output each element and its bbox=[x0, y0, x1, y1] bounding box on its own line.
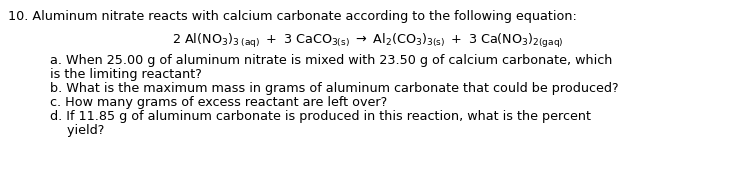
Text: 10. Aluminum nitrate reacts with calcium carbonate according to the following eq: 10. Aluminum nitrate reacts with calcium… bbox=[8, 10, 577, 23]
Text: yield?: yield? bbox=[55, 124, 105, 137]
Text: b. What is the maximum mass in grams of aluminum carbonate that could be produce: b. What is the maximum mass in grams of … bbox=[50, 82, 619, 95]
Text: is the limiting reactant?: is the limiting reactant? bbox=[50, 68, 202, 81]
Text: d. If 11.85 g of aluminum carbonate is produced in this reaction, what is the pe: d. If 11.85 g of aluminum carbonate is p… bbox=[50, 110, 591, 123]
Text: c. How many grams of excess reactant are left over?: c. How many grams of excess reactant are… bbox=[50, 96, 387, 109]
Text: a. When 25.00 g of aluminum nitrate is mixed with 23.50 g of calcium carbonate, : a. When 25.00 g of aluminum nitrate is m… bbox=[50, 54, 612, 67]
Text: $\mathregular{2\ Al(NO_3)_{3\ (aq)}\ +\ 3\ CaCO_{3(s)}\ \rightarrow\ Al_2(CO_3)_: $\mathregular{2\ Al(NO_3)_{3\ (aq)}\ +\ … bbox=[172, 32, 564, 50]
